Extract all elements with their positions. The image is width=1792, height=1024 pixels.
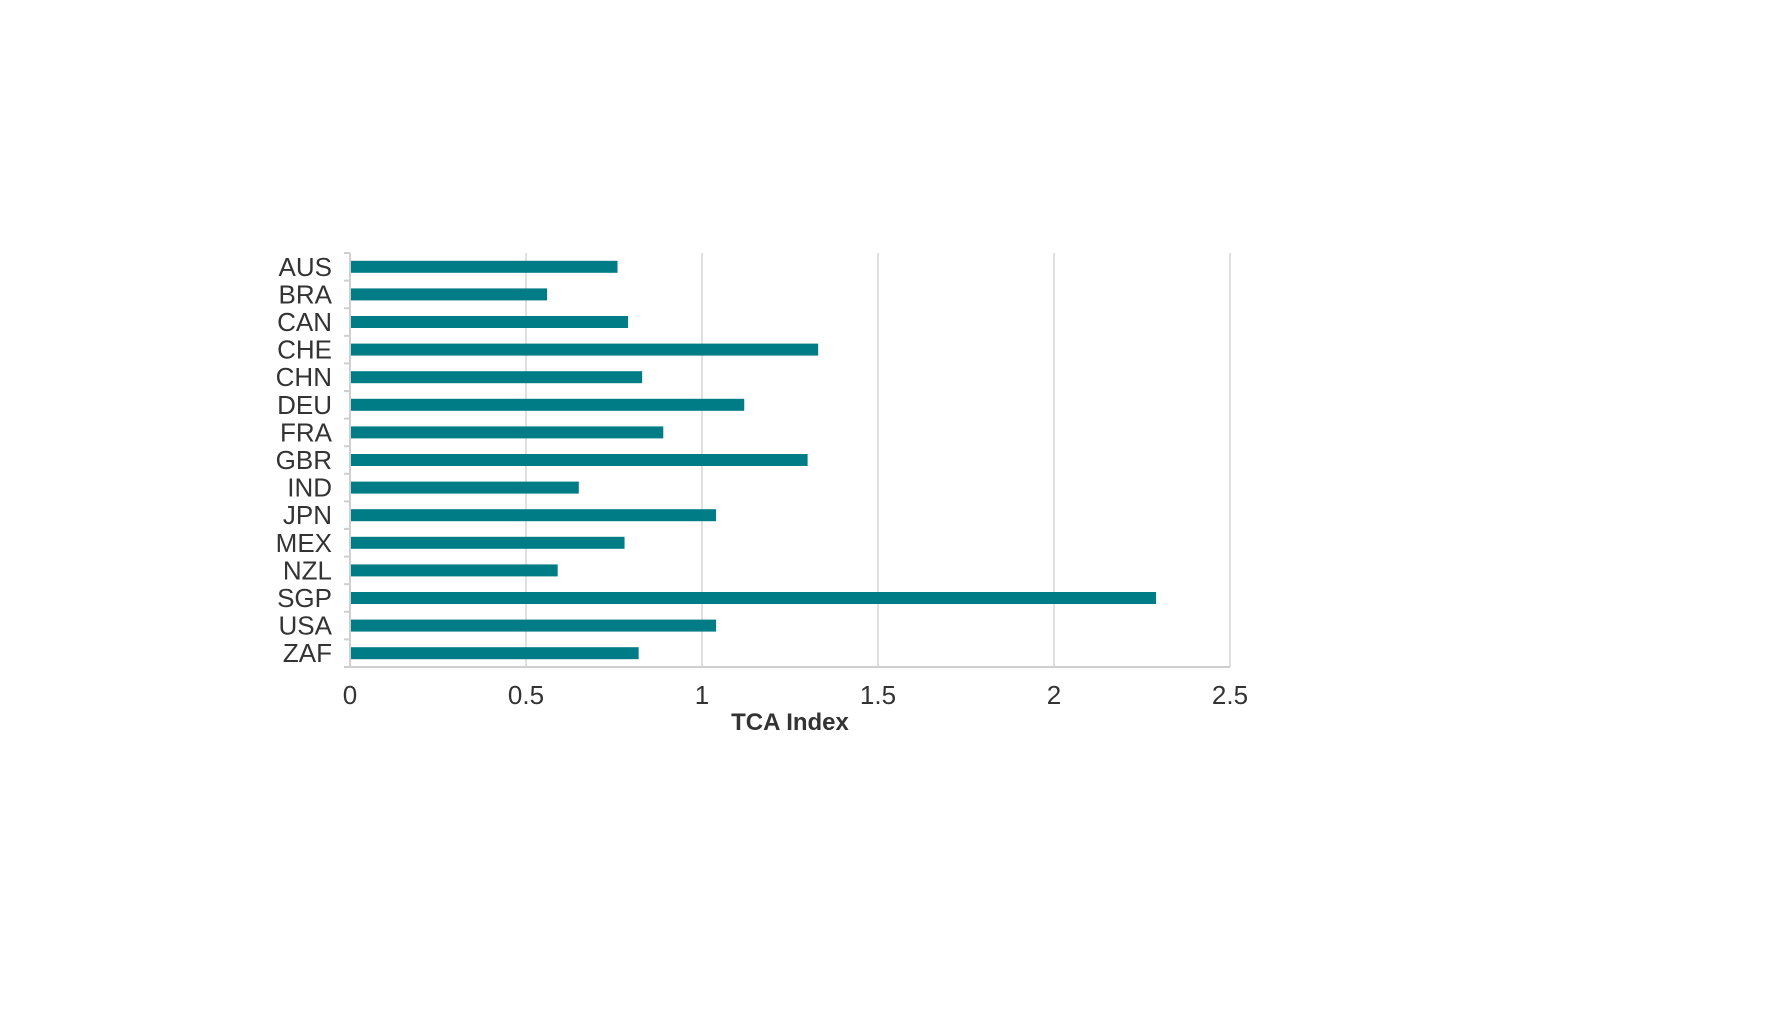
axes — [344, 252, 1230, 668]
category-label: BRA — [279, 279, 333, 309]
category-label: NZL — [283, 555, 332, 585]
bar-nzl — [351, 564, 558, 577]
bar-usa — [351, 619, 717, 632]
x-tick-label: 0 — [343, 680, 357, 710]
bar-gbr — [351, 454, 808, 466]
category-label: USA — [279, 611, 333, 641]
category-label: ZAF — [283, 638, 332, 668]
bar-sgp — [351, 592, 1157, 604]
bar-bra — [351, 288, 548, 301]
category-label: CHN — [276, 362, 332, 392]
category-label: CAN — [277, 307, 332, 337]
x-tick-label: 1.5 — [860, 680, 896, 710]
x-tick-label: 2.5 — [1212, 680, 1248, 710]
category-labels: AUSBRACANCHECHNDEUFRAGBRINDJPNMEXNZLSGPU… — [276, 252, 333, 668]
category-label: GBR — [276, 445, 332, 475]
bar-zaf — [351, 647, 639, 660]
category-label: CHE — [277, 335, 332, 365]
bar-ind — [351, 481, 579, 494]
category-label: JPN — [283, 500, 332, 530]
category-label: IND — [287, 473, 332, 503]
category-label: FRA — [280, 417, 333, 447]
x-tick-label: 0.5 — [508, 680, 544, 710]
category-label: SGP — [277, 583, 332, 613]
category-label: AUS — [279, 252, 332, 282]
x-tick-label: 2 — [1047, 680, 1061, 710]
bar-che — [351, 343, 819, 356]
bar-chn — [351, 371, 643, 384]
x-axis-title: TCA Index — [731, 709, 849, 736]
category-label: DEU — [277, 390, 332, 420]
x-tick-label: 1 — [695, 680, 709, 710]
bar-deu — [351, 398, 745, 411]
x-tick-labels: 0 0.5 1 1.5 2 2.5 — [343, 680, 1248, 710]
bar-mex — [351, 536, 625, 549]
bars — [351, 260, 1157, 660]
bar-fra — [351, 426, 664, 439]
category-label: MEX — [276, 528, 332, 558]
bar-can — [351, 316, 629, 328]
bar-aus — [351, 260, 618, 273]
bar-jpn — [351, 509, 717, 522]
